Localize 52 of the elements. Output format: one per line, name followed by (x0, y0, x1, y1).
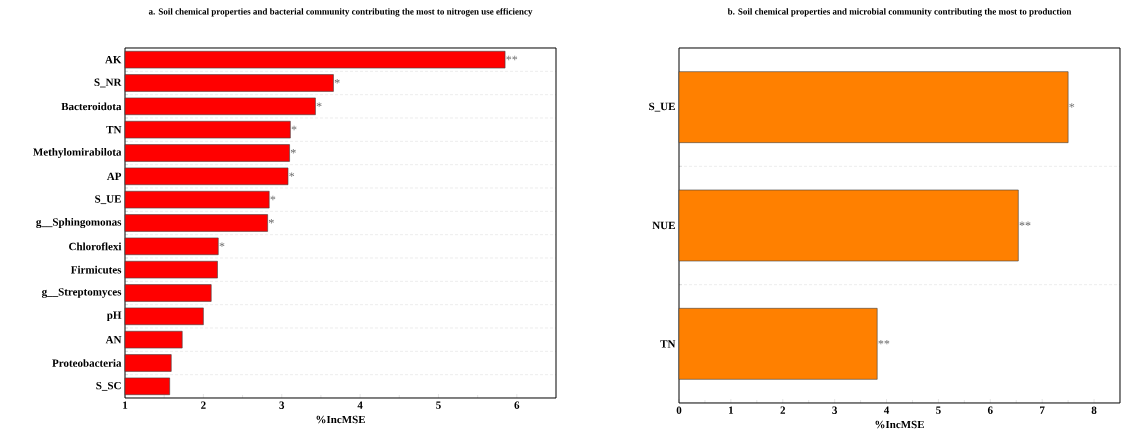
x-tick-label: 6 (514, 401, 520, 409)
y-tick-label: AK (105, 56, 122, 64)
x-tick-label: 2 (201, 401, 206, 409)
x-tick-label: 5 (936, 406, 941, 414)
y-tick-label: Firmicutes (70, 265, 122, 274)
bar (678, 189, 1019, 262)
chart-title: a. Soil chemical properties and bacterial community contributing the most to nitrogen use efficiency (148, 8, 533, 17)
x-tick-label: 4 (357, 401, 363, 409)
x-tick-label: 3 (279, 401, 285, 409)
y-tick-label: S_UE (95, 195, 121, 205)
data-label: ** (878, 339, 890, 345)
data-label: * (270, 195, 276, 201)
data-label: ** (1019, 221, 1031, 226)
x-tick-label: 5 (436, 401, 441, 409)
bar (678, 71, 1069, 143)
data-label: * (1069, 103, 1075, 108)
x-tick-label: 8 (1091, 406, 1097, 414)
y-tick-label: Bacteroidota (61, 102, 122, 111)
data-label: ** (506, 55, 518, 61)
y-tick-label: TN (106, 126, 122, 134)
data-label: * (291, 125, 297, 131)
chart-title: b. Soil chemical properties and microbial community contributing the most to production (727, 8, 1072, 17)
y-tick-label: pH (106, 311, 122, 322)
data-label: * (289, 172, 295, 177)
x-tick-label: 1 (123, 401, 128, 409)
x-tick-label: 4 (883, 406, 890, 414)
y-tick-label: g__Streptomyces (41, 288, 122, 298)
data-label: * (219, 242, 225, 247)
x-tick-label: 2 (780, 406, 786, 414)
bar (678, 308, 878, 380)
data-label: * (334, 79, 340, 84)
data-label: * (268, 219, 274, 224)
y-tick-label: AN (105, 336, 122, 344)
x-tick-label: 3 (832, 406, 838, 414)
x-axis-title: %IncMSE (316, 415, 365, 424)
x-tick-label: 0 (676, 406, 682, 414)
y-tick-label: AP (106, 172, 122, 180)
y-tick-label: g__Sphingomonas (36, 217, 122, 229)
y-tick-label: S_UE (649, 102, 675, 112)
x-tick-label: 6 (987, 406, 993, 414)
y-tick-label: Chloroflexi (69, 242, 122, 251)
x-tick-label: 7 (1040, 406, 1045, 414)
data-label: * (290, 149, 296, 154)
x-tick-label: 1 (729, 406, 734, 414)
y-tick-label: TN (660, 340, 676, 348)
y-tick-label: S_SC (96, 381, 121, 391)
y-tick-label: NUE (652, 221, 675, 230)
x-axis-title: %IncMSE (875, 420, 924, 429)
y-tick-label: S_NR (94, 78, 122, 88)
data-label: * (316, 102, 322, 107)
y-tick-label: Methylomirabilota (33, 148, 122, 158)
y-tick-label: Proteobacteria (52, 359, 122, 367)
